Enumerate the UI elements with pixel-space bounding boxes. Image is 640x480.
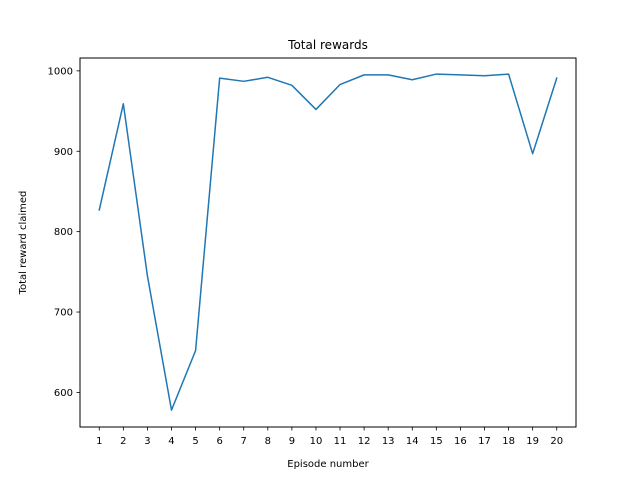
series-line — [98, 73, 558, 411]
x-tick-label: 15 — [430, 436, 443, 447]
x-tick-label: 12 — [358, 436, 371, 447]
y-tick-label: 700 — [54, 308, 73, 319]
x-tick-label: 19 — [526, 436, 539, 447]
x-tick-label: 18 — [502, 436, 515, 447]
plot-frame — [79, 57, 577, 428]
y-tick-label: 900 — [54, 147, 73, 158]
x-tick-label: 5 — [192, 436, 198, 447]
x-tick-label: 4 — [168, 436, 174, 447]
x-tick-label: 16 — [454, 436, 467, 447]
x-axis-ticks: 1 2 3 4 5 6 7 8 9 10 11 12 13 14 15 16 17 18 19 20 — [96, 427, 563, 447]
x-axis-label: Episode number — [287, 459, 369, 470]
x-tick-label: 2 — [120, 436, 126, 447]
x-tick-label: 13 — [382, 436, 395, 447]
x-tick-label: 9 — [289, 436, 295, 447]
x-tick-label: 11 — [334, 436, 347, 447]
x-tick-label: 6 — [216, 436, 222, 447]
y-axis-ticks: 600 700 800 900 1000 — [48, 66, 80, 399]
x-tick-label: 8 — [265, 436, 271, 447]
y-tick-label: 600 — [54, 388, 73, 399]
x-tick-label: 14 — [406, 436, 419, 447]
y-tick-label: 1000 — [48, 66, 73, 77]
x-tick-label: 7 — [241, 436, 247, 447]
x-tick-label: 10 — [310, 436, 323, 447]
series-layer — [98, 73, 558, 411]
y-tick-label: 800 — [54, 227, 73, 238]
x-tick-label: 20 — [550, 436, 563, 447]
y-axis-label: Total reward claimed — [18, 191, 29, 296]
plot-area — [80, 58, 576, 427]
x-tick-label: 1 — [96, 436, 102, 447]
chart-title: Total rewards — [287, 38, 368, 52]
x-tick-label: 3 — [144, 436, 150, 447]
x-tick-label: 17 — [478, 436, 491, 447]
